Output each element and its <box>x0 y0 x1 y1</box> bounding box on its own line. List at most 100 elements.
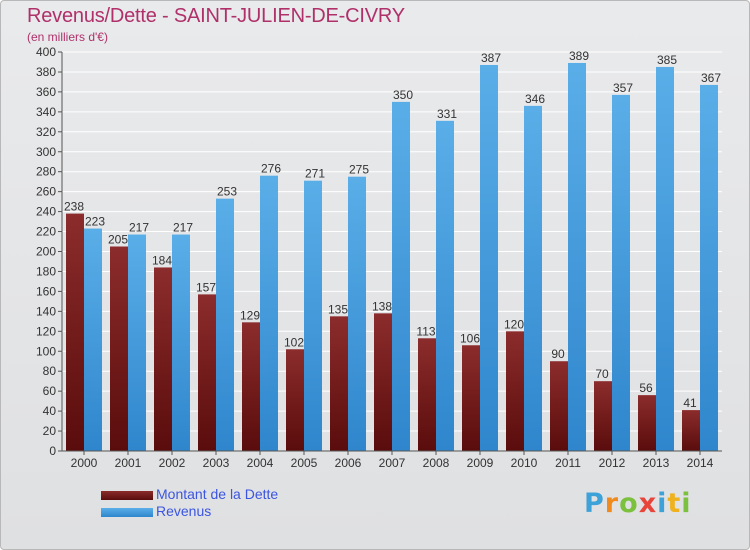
y-tick-label: 240 <box>36 205 56 219</box>
data-label-dette: 120 <box>504 317 524 331</box>
data-label-revenus: 350 <box>393 88 413 102</box>
bar-dette <box>638 395 656 451</box>
bar-dette <box>330 316 348 451</box>
bar-dette <box>198 294 216 451</box>
data-label-dette: 90 <box>551 347 565 361</box>
bar-dette <box>594 381 612 451</box>
y-tick-label: 340 <box>36 105 56 119</box>
bar-dette <box>550 361 568 451</box>
data-label-revenus: 387 <box>481 51 501 65</box>
bar-dette <box>154 267 172 451</box>
bar-revenus <box>480 64 498 451</box>
bar-dette <box>374 313 392 451</box>
y-tick-label: 300 <box>36 145 56 159</box>
data-label-revenus: 217 <box>173 221 193 235</box>
bar-dette <box>682 410 700 451</box>
x-tick-label: 2005 <box>291 456 318 470</box>
data-labels: 2382232052171842171572531292761022711352… <box>64 49 721 410</box>
y-tick-label: 40 <box>43 404 57 418</box>
data-label-dette: 184 <box>152 253 172 267</box>
legend-label-dette: Montant de la Dette <box>156 486 279 502</box>
y-tick-label: 180 <box>36 264 56 278</box>
x-tick-label: 2011 <box>555 456 581 470</box>
x-tick-label: 2006 <box>335 456 362 470</box>
data-label-dette: 70 <box>595 367 609 381</box>
bar-revenus <box>700 84 718 451</box>
data-label-dette: 41 <box>683 396 697 410</box>
proxiti-logo: Proxiti <box>584 488 692 519</box>
y-tick-label: 160 <box>36 284 56 298</box>
bar-revenus <box>128 234 146 451</box>
bar-dette <box>462 345 480 451</box>
y-tick-label: 400 <box>36 45 56 59</box>
y-tick-label: 260 <box>36 185 56 199</box>
legend-swatch-revenus <box>101 508 153 517</box>
bar-revenus <box>172 234 190 451</box>
y-tick-label: 0 <box>49 444 56 458</box>
data-label-dette: 106 <box>460 331 480 345</box>
y-tick-label: 320 <box>36 125 56 139</box>
bar-dette <box>242 322 260 451</box>
x-tick-label: 2010 <box>511 456 538 470</box>
y-tick-label: 220 <box>36 225 56 239</box>
bar-revenus <box>568 62 586 451</box>
bar-revenus <box>524 105 542 452</box>
bars <box>66 62 718 452</box>
data-label-revenus: 389 <box>569 49 589 63</box>
legend-swatch-dette <box>101 491 153 500</box>
x-tick-label: 2004 <box>247 456 274 470</box>
y-tick-label: 80 <box>43 364 57 378</box>
bar-dette <box>506 331 524 451</box>
data-label-dette: 205 <box>108 233 128 247</box>
y-tick-label: 140 <box>36 304 56 318</box>
data-label-dette: 56 <box>639 381 653 395</box>
data-label-revenus: 271 <box>305 167 325 181</box>
data-label-revenus: 275 <box>349 163 369 177</box>
bar-dette <box>418 338 436 451</box>
chart-title: Revenus/Dette - SAINT-JULIEN-DE-CIVRY <box>27 5 405 27</box>
data-label-dette: 238 <box>64 200 84 214</box>
data-label-revenus: 217 <box>129 221 149 235</box>
y-tick-label: 380 <box>36 65 56 79</box>
data-label-revenus: 385 <box>657 53 677 67</box>
bar-dette <box>110 246 128 451</box>
data-label-revenus: 357 <box>613 81 633 95</box>
y-tick-label: 20 <box>43 424 57 438</box>
x-tick-label: 2007 <box>379 456 406 470</box>
bar-revenus <box>656 66 674 452</box>
bar-revenus <box>260 175 278 451</box>
data-label-revenus: 253 <box>217 185 237 199</box>
data-label-dette: 113 <box>416 324 435 338</box>
data-label-revenus: 223 <box>85 215 105 229</box>
bar-revenus <box>216 198 234 451</box>
bar-revenus <box>392 101 410 451</box>
x-tick-label: 2001 <box>115 456 142 470</box>
y-tick-label: 120 <box>36 324 56 338</box>
data-label-revenus: 346 <box>525 92 545 106</box>
x-tick-label: 2008 <box>423 456 450 470</box>
legend-label-revenus: Revenus <box>156 503 212 519</box>
data-label-revenus: 367 <box>701 71 721 85</box>
x-tick-label: 2003 <box>203 456 230 470</box>
x-tick-label: 2013 <box>643 456 670 470</box>
bar-revenus <box>612 94 630 451</box>
data-label-dette: 102 <box>284 335 304 349</box>
y-tick-label: 360 <box>36 85 56 99</box>
data-label-revenus: 331 <box>437 107 457 121</box>
bar-revenus <box>84 228 102 451</box>
x-tick-label: 2000 <box>71 456 98 470</box>
chart-subtitle: (en milliers d'€) <box>27 30 108 44</box>
data-label-dette: 157 <box>196 280 216 294</box>
x-tick-label: 2014 <box>687 456 714 470</box>
y-tick-label: 60 <box>43 384 57 398</box>
bar-dette <box>286 349 304 451</box>
bar-dette <box>66 213 84 451</box>
bar-revenus <box>436 120 454 451</box>
y-tick-label: 280 <box>36 165 56 179</box>
axes: 0 20 40 60 80 100 120 140 160 180 200 220 240 260 280 3… <box>36 45 722 470</box>
y-tick-label: 200 <box>36 245 56 259</box>
bar-revenus <box>304 180 322 452</box>
bar-revenus <box>348 176 366 451</box>
x-tick-label: 2012 <box>599 456 626 470</box>
